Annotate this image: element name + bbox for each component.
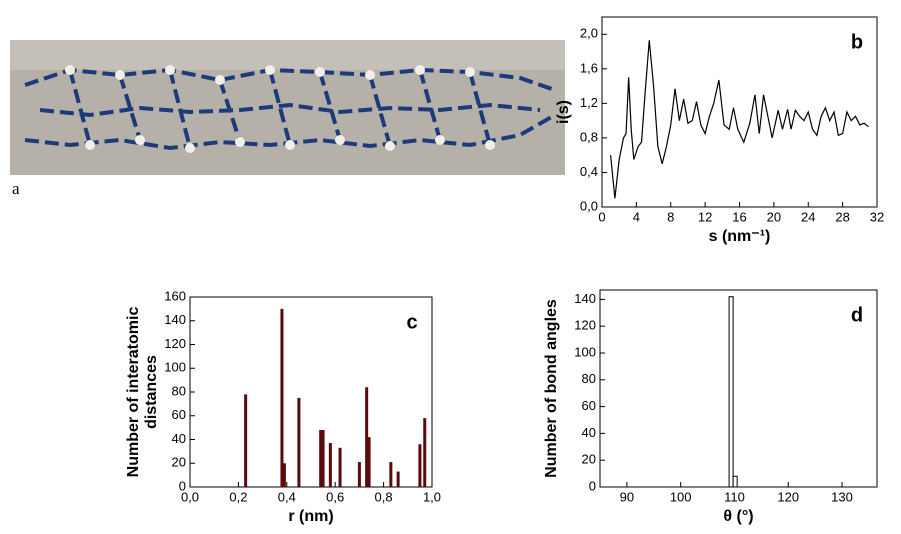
bar: [319, 430, 323, 487]
y-tick-label: 120: [574, 318, 596, 333]
x-tick-label: 90: [620, 489, 634, 504]
y-tick-label: 0,0: [580, 198, 598, 213]
x-tick-label: 0,0: [181, 489, 199, 504]
photo: [10, 40, 565, 175]
y-tick-label: 20: [582, 452, 596, 467]
x-tick-label: 4: [633, 209, 640, 224]
x-tick-label: 110: [724, 489, 745, 504]
panel-label: d: [851, 304, 863, 326]
x-tick-label: 0,4: [278, 489, 296, 504]
x-tick-label: 0: [598, 209, 605, 224]
photo-label: a: [12, 179, 20, 198]
plot-frame: [189, 296, 433, 488]
x-tick-label: 8: [667, 209, 674, 224]
y-tick-label: 20: [172, 455, 186, 470]
y-tick-label: 0: [179, 478, 186, 493]
bar: [365, 387, 369, 487]
y-tick-label: 1,2: [580, 95, 598, 110]
y-tick-label: 120: [164, 336, 186, 351]
y-axis-label: Number of bond angles: [543, 299, 560, 478]
bar: [396, 471, 400, 487]
y-axis-label: Number of interatomic: [125, 307, 142, 478]
bar: [282, 463, 286, 487]
x-axis-label: r (nm): [288, 508, 333, 525]
y-tick-label: 160: [164, 288, 186, 303]
x-tick-label: 130: [831, 489, 853, 504]
bar: [297, 397, 301, 487]
bar: [321, 430, 325, 487]
bar: [423, 418, 427, 487]
x-tick-label: 120: [777, 489, 799, 504]
y-axis-label: i(s): [555, 100, 572, 124]
y-tick-label: 80: [172, 383, 186, 398]
x-tick-label: 24: [801, 209, 815, 224]
x-tick-label: 32: [870, 209, 884, 224]
y-tick-label: 40: [172, 431, 186, 446]
bar: [389, 462, 393, 487]
y-tick-label: 60: [582, 398, 596, 413]
photo-nodes: [65, 65, 495, 153]
histogram-bar: [732, 475, 738, 488]
y-tick-label: 0,8: [580, 129, 598, 144]
y-tick-label: 100: [164, 360, 186, 375]
y-tick-label: 140: [574, 291, 596, 306]
plot-frame: [599, 289, 878, 488]
y-tick-label: 2,0: [580, 26, 598, 41]
panel-label: b: [851, 31, 863, 53]
x-tick-label: 0,6: [326, 489, 344, 504]
y-tick-label: 60: [172, 407, 186, 422]
bar: [418, 444, 422, 487]
x-tick-label: 20: [767, 209, 781, 224]
y-tick-label: 1,6: [580, 60, 598, 75]
panel-label: c: [406, 311, 417, 333]
y-tick-label: 80: [582, 371, 596, 386]
x-tick-label: 12: [698, 209, 712, 224]
x-tick-label: 28: [835, 209, 849, 224]
bar: [357, 462, 361, 487]
photo-shade: [10, 40, 565, 70]
y-axis-label: distances: [143, 355, 160, 429]
x-tick-label: 16: [732, 209, 746, 224]
photo-rods: [24, 67, 556, 151]
data-line: [609, 40, 869, 199]
x-tick-label: 100: [670, 489, 692, 504]
bar: [367, 437, 371, 487]
bar: [244, 394, 248, 487]
bar: [338, 447, 342, 487]
bar: [328, 443, 332, 487]
bar: [280, 308, 284, 487]
y-tick-label: 0: [589, 478, 596, 493]
x-tick-label: 0,8: [375, 489, 393, 504]
y-tick-label: 0,4: [580, 164, 598, 179]
x-tick-label: 0,2: [229, 489, 247, 504]
histogram-bar: [728, 296, 734, 488]
x-axis-label: s (nm⁻¹): [709, 228, 771, 245]
y-tick-label: 40: [582, 425, 596, 440]
y-tick-label: 140: [164, 312, 186, 327]
y-tick-label: 100: [574, 344, 596, 359]
x-axis-label: θ (°): [723, 508, 753, 525]
x-tick-label: 1,0: [423, 489, 441, 504]
